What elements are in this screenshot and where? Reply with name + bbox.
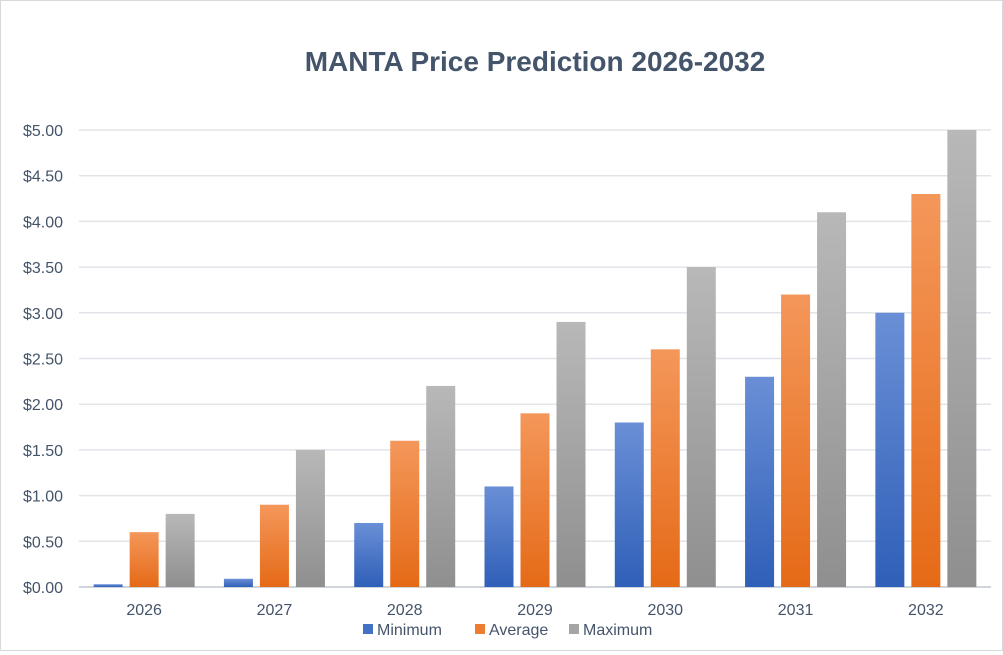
- bar-average-2032: [911, 193, 941, 588]
- legend-swatch-minimum: [363, 624, 373, 634]
- bar-average-2030: [650, 349, 680, 587]
- bar-average-2027: [259, 504, 289, 587]
- y-tick-label: $1.00: [23, 489, 63, 506]
- bar-minimum-2030: [614, 422, 644, 587]
- y-tick-label: $3.50: [23, 260, 63, 277]
- legend-swatch-maximum: [569, 624, 579, 634]
- y-tick-label: $2.50: [23, 352, 63, 369]
- bar-minimum-2031: [745, 376, 775, 587]
- bar-minimum-2026: [93, 584, 123, 587]
- bar-average-2031: [781, 294, 811, 587]
- bar-minimum-2028: [354, 523, 384, 587]
- bar-maximum-2032: [947, 130, 977, 587]
- bar-maximum-2029: [556, 321, 586, 587]
- x-tick-label: 2029: [517, 602, 553, 619]
- y-tick-label: $3.00: [23, 306, 63, 323]
- y-tick-label: $5.00: [23, 123, 63, 140]
- bar-maximum-2028: [426, 385, 456, 587]
- x-tick-label: 2032: [908, 602, 944, 619]
- y-tick-label: $4.00: [23, 214, 63, 231]
- x-tick-label: 2028: [387, 602, 423, 619]
- y-tick-label: $4.50: [23, 169, 63, 186]
- bar-average-2026: [129, 532, 159, 587]
- bar-minimum-2029: [484, 486, 514, 587]
- y-tick-label: $0.50: [23, 534, 63, 551]
- legend-label-minimum: Minimum: [377, 622, 442, 639]
- bar-maximum-2027: [295, 449, 325, 587]
- legend-label-maximum: Maximum: [583, 622, 652, 639]
- legend-swatch-average: [475, 624, 485, 634]
- y-tick-label: $1.50: [23, 443, 63, 460]
- bar-maximum-2030: [686, 267, 716, 587]
- x-tick-label: 2026: [126, 602, 162, 619]
- bar-maximum-2026: [165, 513, 195, 587]
- bar-average-2029: [520, 413, 550, 587]
- chart-title: MANTA Price Prediction 2026-2032: [305, 46, 766, 77]
- bar-average-2028: [390, 440, 420, 587]
- legend-label-average: Average: [489, 622, 548, 639]
- bar-minimum-2027: [223, 578, 253, 587]
- y-tick-label: $2.00: [23, 397, 63, 414]
- x-tick-label: 2031: [778, 602, 814, 619]
- x-tick-label: 2030: [647, 602, 683, 619]
- bar-maximum-2031: [817, 212, 847, 587]
- x-tick-label: 2027: [257, 602, 293, 619]
- y-tick-label: $0.00: [23, 580, 63, 597]
- bar-minimum-2032: [875, 312, 905, 587]
